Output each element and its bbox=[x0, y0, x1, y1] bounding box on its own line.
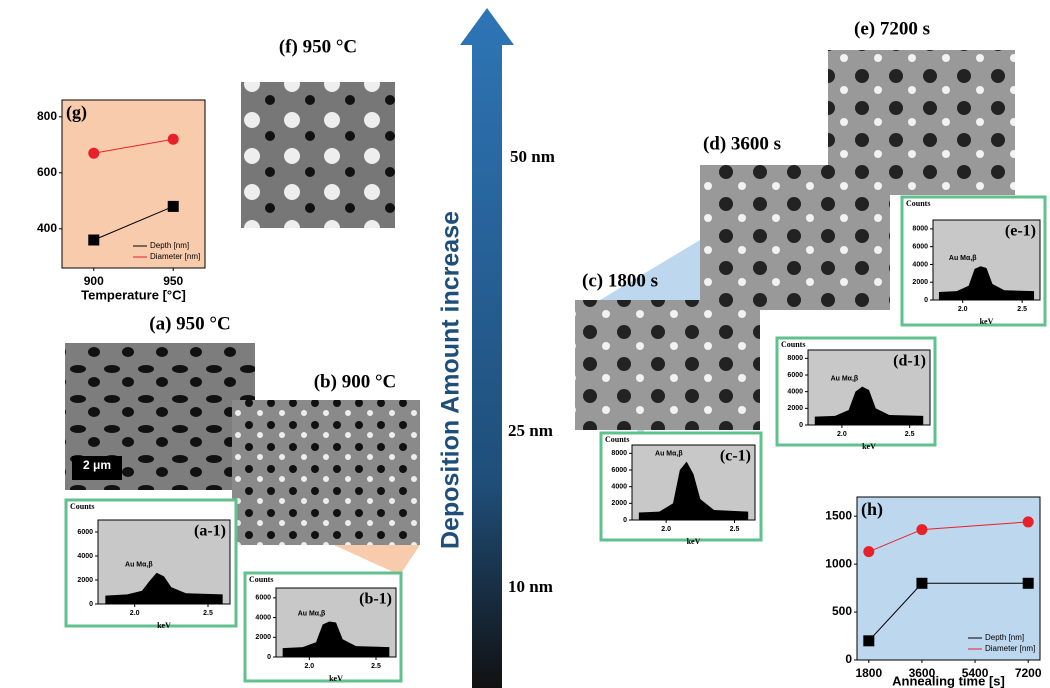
y-tick-label: 6000 bbox=[611, 467, 627, 474]
x-tick-label: 2.0 bbox=[661, 526, 671, 533]
panel-title: (d) 3600 s bbox=[703, 133, 781, 154]
y-tick-label: 8000 bbox=[787, 355, 803, 362]
y-axis-label: Counts bbox=[605, 435, 629, 444]
y-tick-label: 2000 bbox=[255, 634, 271, 641]
panel-label: (e-1) bbox=[1005, 223, 1036, 240]
marker bbox=[89, 235, 99, 245]
y-tick-label: 0 bbox=[924, 297, 928, 304]
arrow-label: Deposition Amount increase bbox=[437, 211, 465, 549]
legend-label: Depth [nm] bbox=[985, 633, 1024, 642]
marker bbox=[917, 578, 927, 588]
x-axis-label: keV bbox=[980, 317, 994, 326]
x-tick-label: 2.0 bbox=[130, 610, 140, 617]
panel-label: (c-1) bbox=[720, 448, 751, 465]
sem-image bbox=[575, 300, 760, 430]
sem-image bbox=[828, 50, 1015, 195]
legend-label: Depth [nm] bbox=[150, 241, 189, 250]
x-tick-label: 2.5 bbox=[905, 431, 915, 438]
panel-title: (e) 7200 s bbox=[854, 18, 930, 39]
y-tick-label: 2000 bbox=[611, 500, 627, 507]
y-axis-label: Counts bbox=[70, 502, 94, 511]
y-tick-label: 800 bbox=[37, 109, 57, 123]
y-tick-label: 2000 bbox=[912, 279, 928, 286]
x-tick-label: 2.5 bbox=[1017, 306, 1027, 313]
panel-label: (a-1) bbox=[194, 523, 226, 540]
marker bbox=[168, 134, 179, 145]
x-tick-label: 2.0 bbox=[304, 663, 314, 670]
y-tick-label: 8000 bbox=[611, 450, 627, 457]
y-tick-label: 4000 bbox=[77, 553, 93, 560]
y-tick-label: 600 bbox=[37, 165, 57, 179]
y-tick-label: 0 bbox=[623, 517, 627, 524]
y-tick-label: 4000 bbox=[787, 389, 803, 396]
y-axis-label: Counts bbox=[781, 340, 805, 349]
y-axis-label: Counts bbox=[249, 575, 273, 584]
panel-title: (f) 950 °C bbox=[279, 36, 357, 57]
scale-bar: 2 μm bbox=[83, 458, 111, 472]
legend-label: Diameter [nm] bbox=[150, 252, 200, 261]
x-tick-label: 2.0 bbox=[837, 431, 847, 438]
y-tick-label: 4000 bbox=[255, 614, 271, 621]
peak-annotation: Au Mα,β bbox=[949, 255, 977, 262]
marker bbox=[916, 524, 927, 535]
y-tick-label: 0 bbox=[267, 654, 271, 661]
x-tick-label: 2.5 bbox=[203, 610, 213, 617]
y-tick-label: 6000 bbox=[255, 595, 271, 602]
y-tick-label: 2000 bbox=[787, 405, 803, 412]
thickness-label: 10 nm bbox=[508, 577, 553, 596]
x-tick-label: 7200 bbox=[1015, 666, 1042, 680]
marker bbox=[168, 201, 178, 211]
marker bbox=[1023, 578, 1033, 588]
y-tick-label: 6000 bbox=[77, 529, 93, 536]
x-tick-label: 900 bbox=[84, 274, 104, 288]
y-axis-label: Counts bbox=[906, 199, 930, 208]
x-tick-label: 1800 bbox=[855, 666, 882, 680]
y-tick-label: 6000 bbox=[787, 372, 803, 379]
peak-annotation: Au Mα,β bbox=[655, 451, 683, 458]
panel-title: (b) 900 °C bbox=[314, 371, 397, 392]
panel-label: (g) bbox=[66, 102, 87, 123]
thickness-label: 25 nm bbox=[508, 421, 553, 440]
panel-label: (h) bbox=[861, 499, 883, 520]
arrow bbox=[460, 8, 514, 688]
x-axis-label: Annealing time [s] bbox=[892, 673, 1005, 688]
y-tick-label: 1000 bbox=[825, 556, 852, 570]
x-tick-label: 2.0 bbox=[958, 306, 968, 313]
y-tick-label: 6000 bbox=[912, 244, 928, 251]
x-axis-label: keV bbox=[157, 621, 171, 630]
y-tick-label: 0 bbox=[799, 422, 803, 429]
y-tick-label: 0 bbox=[89, 601, 93, 608]
sem-image bbox=[241, 82, 395, 228]
y-tick-label: 8000 bbox=[912, 226, 928, 233]
x-tick-label: 2.5 bbox=[730, 526, 740, 533]
sem-image bbox=[232, 400, 420, 545]
marker bbox=[88, 148, 99, 159]
x-tick-label: 950 bbox=[163, 274, 183, 288]
y-tick-label: 500 bbox=[832, 604, 852, 618]
panel-title: (c) 1800 s bbox=[582, 270, 658, 291]
x-axis-label: Temperature [°C] bbox=[81, 287, 186, 302]
marker bbox=[864, 636, 874, 646]
y-tick-label: 0 bbox=[845, 652, 852, 666]
peak-annotation: Au Mα,β bbox=[125, 562, 153, 569]
x-axis-label: keV bbox=[687, 537, 701, 546]
marker bbox=[1023, 516, 1034, 527]
x-axis-label: keV bbox=[862, 442, 876, 451]
y-tick-label: 400 bbox=[37, 221, 57, 235]
peak-annotation: Au Mα,β bbox=[831, 376, 859, 383]
x-tick-label: 2.5 bbox=[371, 663, 381, 670]
marker bbox=[863, 546, 874, 557]
y-tick-label: 4000 bbox=[611, 484, 627, 491]
panel-label: (b-1) bbox=[359, 591, 392, 608]
panel-title: (a) 950 °C bbox=[149, 313, 230, 334]
x-axis-label: keV bbox=[329, 674, 343, 683]
legend-label: Diameter [nm] bbox=[985, 644, 1035, 653]
thickness-label: 50 nm bbox=[510, 147, 555, 166]
figure: Deposition Amount increase 50 nm 25 nm 1… bbox=[0, 0, 1050, 688]
y-tick-label: 1500 bbox=[825, 508, 852, 522]
y-tick-label: 2000 bbox=[77, 577, 93, 584]
y-tick-label: 4000 bbox=[912, 261, 928, 268]
peak-annotation: Au Mα,β bbox=[298, 610, 326, 617]
panel-label: (d-1) bbox=[893, 353, 926, 370]
